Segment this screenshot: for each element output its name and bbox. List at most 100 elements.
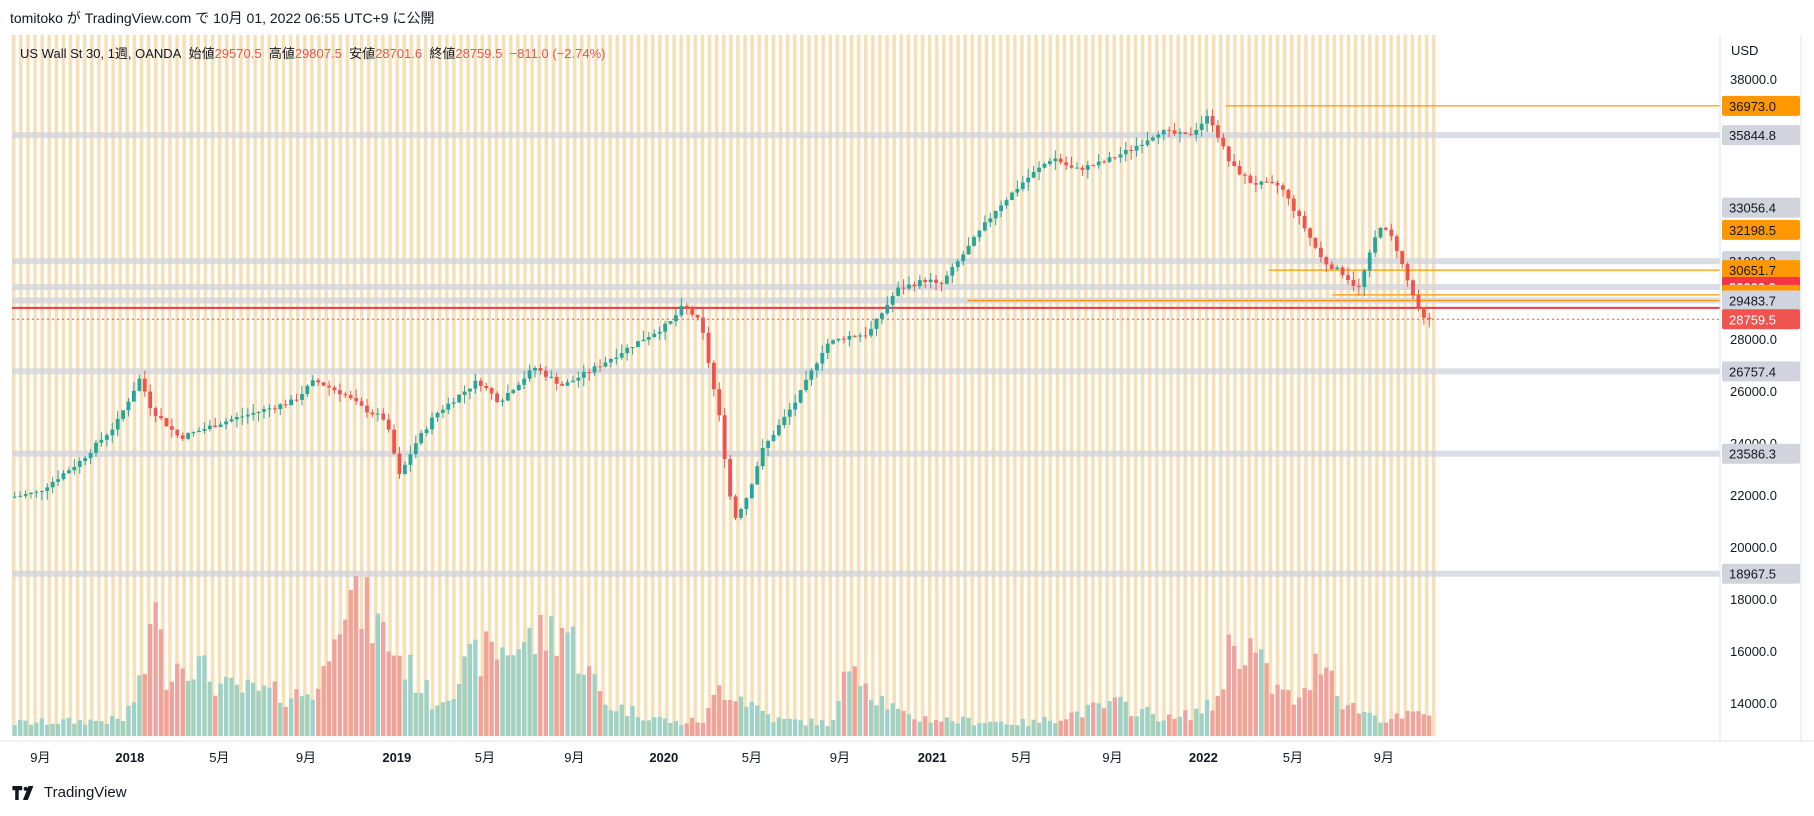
volume-bar (830, 719, 836, 736)
session-stripe (331, 35, 335, 736)
price-axis[interactable]: 38000.028000.026000.024000.022000.020000… (1719, 35, 1802, 741)
volume-bar (798, 720, 803, 736)
candle-body (267, 408, 272, 410)
candle-body (375, 413, 380, 415)
candle-body (419, 433, 424, 444)
volume-bar (923, 716, 928, 736)
candle-body (815, 363, 819, 371)
session-stripe (821, 35, 825, 736)
session-stripe (1219, 35, 1223, 736)
volume-bar (581, 674, 586, 736)
session-stripe (90, 35, 94, 736)
volume-bar (1405, 710, 1410, 736)
candle-body (1151, 137, 1155, 141)
volume-bar (256, 690, 261, 736)
volume-bar (1080, 717, 1085, 736)
candle-body (695, 314, 700, 318)
candle-body (858, 335, 863, 337)
volume-bar (153, 602, 158, 736)
time-axis[interactable]: 9月 2018 5月 9月 2019 5月 9月 2020 5月 9月 2021 5月 9月 2022 5月… (0, 740, 1814, 765)
session-stripe (615, 35, 619, 736)
volume-bar (690, 717, 695, 736)
session-stripe (487, 35, 492, 736)
candle-body (105, 435, 109, 440)
candle-body (1324, 257, 1329, 265)
candle-body (1384, 227, 1388, 230)
session-stripe (438, 35, 442, 736)
volume-bar (755, 705, 760, 736)
support-band (12, 258, 1720, 265)
volume-bar (137, 675, 142, 736)
candle-body (1394, 236, 1399, 251)
candle-body (581, 372, 586, 378)
session-stripe (643, 35, 648, 736)
candle-body (148, 391, 153, 409)
volume-bar (885, 709, 890, 736)
candle-body (1145, 140, 1150, 145)
high-label: 高値 (268, 46, 295, 61)
candle-body (733, 496, 738, 518)
session-stripe (196, 35, 201, 736)
session-stripe (835, 35, 840, 736)
candle-body (39, 491, 44, 493)
session-stripe (892, 35, 896, 736)
volume-bar (1362, 712, 1367, 736)
price-chart[interactable]: 9月 2018 5月 9月 2019 5月 9月 2020 5月 9月 2021 5月 9月 2022 5月… (0, 0, 1814, 780)
volume-bar (207, 681, 212, 736)
volume-bar (484, 631, 489, 736)
volume-bar (245, 679, 250, 736)
volume-bar (760, 710, 765, 736)
candle-body (354, 398, 359, 402)
volume-bar (570, 626, 576, 736)
volume-bar (977, 723, 982, 736)
candle-body (1188, 134, 1193, 136)
candle-body (495, 393, 499, 402)
candle-body (1183, 132, 1188, 135)
volume-bar (532, 653, 538, 736)
volume-bar (955, 723, 960, 736)
session-stripe (1417, 35, 1422, 736)
candle-body (224, 421, 228, 425)
volume-bar (597, 691, 603, 736)
volume-bar (120, 720, 126, 736)
candles (12, 109, 1432, 521)
volume-bar (1145, 706, 1150, 736)
volume-bar (971, 725, 977, 736)
candle-body (1281, 185, 1285, 190)
volume-bar (164, 689, 169, 736)
price-tick-label: 20000.0 (1730, 540, 1777, 555)
session-stripe (168, 35, 172, 736)
volume-bar (1345, 705, 1351, 736)
volume-bar (625, 716, 630, 736)
candle-body (408, 454, 413, 465)
session-stripe (1261, 35, 1266, 736)
volume-bar (1020, 719, 1025, 736)
volume-bar (635, 717, 641, 736)
candle-body (316, 380, 321, 383)
session-stripe (225, 35, 229, 736)
candle-body (484, 385, 489, 389)
candle-body (115, 418, 120, 430)
volume-bar (289, 698, 294, 736)
session-stripe (828, 35, 832, 736)
volume-bar (99, 721, 104, 736)
session-stripe (1048, 35, 1053, 736)
candle-body (988, 218, 993, 223)
candle-body (1167, 129, 1171, 131)
candle-body (668, 321, 673, 324)
session-stripe (359, 35, 364, 736)
price-tick-label: 38000.0 (1730, 72, 1777, 87)
volume-bar (1269, 693, 1275, 736)
session-stripe (494, 35, 499, 736)
session-stripe (395, 35, 399, 736)
volume-bar (912, 719, 917, 736)
volume-bar (863, 683, 868, 736)
candle-body (939, 282, 944, 284)
volume-bar (1118, 696, 1123, 736)
volume-bar (283, 706, 288, 736)
candle-body (67, 470, 71, 474)
candle-body (961, 254, 966, 262)
candle-body (229, 419, 234, 422)
volume-bar (1297, 697, 1302, 736)
price-label: 26757.4 (1729, 364, 1776, 379)
